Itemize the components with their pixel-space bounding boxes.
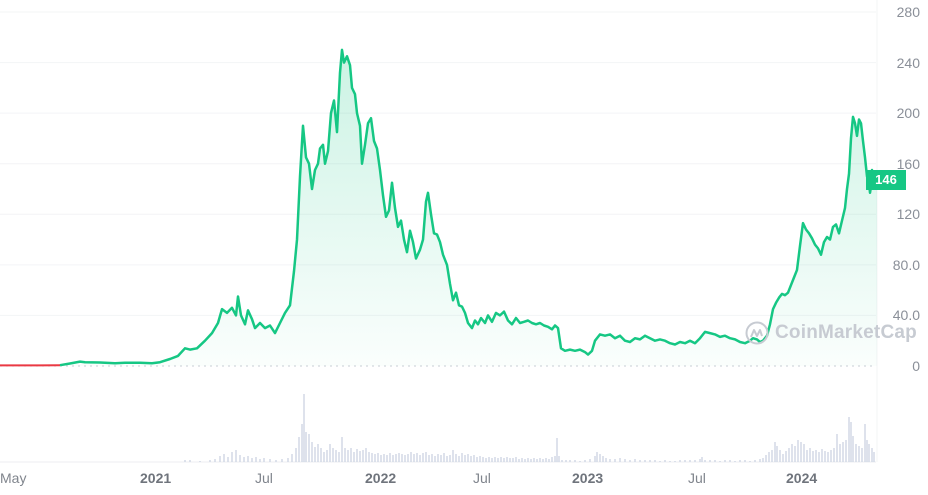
coinmarketcap-logo-icon [745, 321, 769, 345]
y-tick-label: 0 [912, 358, 920, 374]
x-tick-label: 2021 [140, 470, 172, 486]
volume-bars [184, 394, 875, 462]
y-tick-label: 280 [896, 4, 920, 20]
y-tick-label: 40.0 [892, 307, 920, 324]
x-tick-label: Jul [473, 470, 491, 486]
y-tick-label: 240 [896, 54, 920, 71]
current-price-badge: 146 [866, 170, 906, 190]
x-tick-label: May [0, 470, 27, 486]
x-tick-label: Jul [688, 470, 706, 486]
x-tick-label: Jul [255, 470, 273, 486]
watermark-text: CoinMarketCap [775, 322, 917, 343]
y-tick-label: 160 [896, 155, 920, 172]
coinmarketcap-watermark: CoinMarketCap [745, 319, 917, 347]
x-tick-label: 2022 [365, 470, 397, 486]
x-tick-label: 2024 [786, 470, 818, 486]
y-tick-label: 120 [896, 206, 920, 223]
x-tick-label: 2023 [572, 470, 604, 486]
grid-lines [0, 11, 876, 316]
y-tick-label: 80.0 [892, 256, 920, 273]
y-tick-label: 200 [896, 105, 920, 122]
price-area-fill [0, 49, 877, 367]
price-line [59, 48, 878, 367]
